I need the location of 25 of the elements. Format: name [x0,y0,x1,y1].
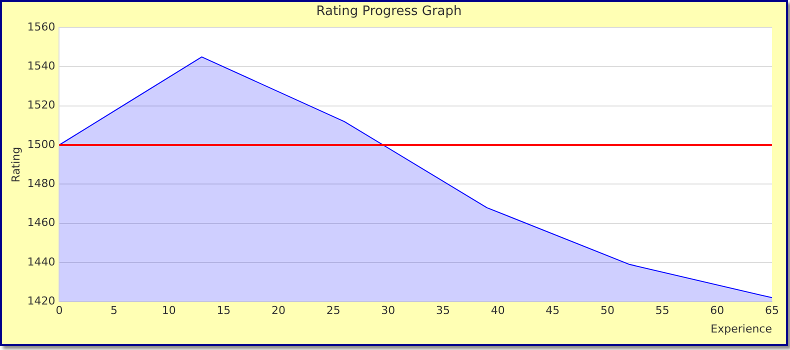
y-tick-label: 1500 [27,138,56,151]
y-tick-label: 1540 [27,60,56,73]
y-tick-label: 1480 [27,177,56,190]
y-axis-title: Rating [9,146,22,182]
x-tick-label: 15 [216,304,231,318]
y-tick-label: 1440 [27,255,56,268]
x-axis-title: Experience [710,322,772,336]
x-tick-label: 0 [56,304,63,318]
y-tick-label: 1420 [27,294,56,308]
y-tick-label: 1560 [27,20,56,34]
x-tick-label: 55 [655,304,670,318]
x-tick-label: 45 [546,304,560,318]
x-tick-label: 10 [162,304,176,318]
x-tick-label: 5 [110,304,118,318]
x-tick-label: 40 [490,304,505,318]
x-tick-label: 50 [600,304,615,318]
x-tick-label: 20 [272,304,286,318]
y-tick-label: 1460 [27,216,56,230]
x-tick-label: 35 [436,304,450,318]
chart-title: Rating Progress Graph [316,4,462,20]
x-tick-label: 65 [765,304,779,318]
x-tick-label: 60 [710,304,724,318]
x-tick-label: 30 [381,304,396,318]
x-tick-label: 25 [326,304,340,318]
y-tick-label: 1520 [27,98,56,112]
